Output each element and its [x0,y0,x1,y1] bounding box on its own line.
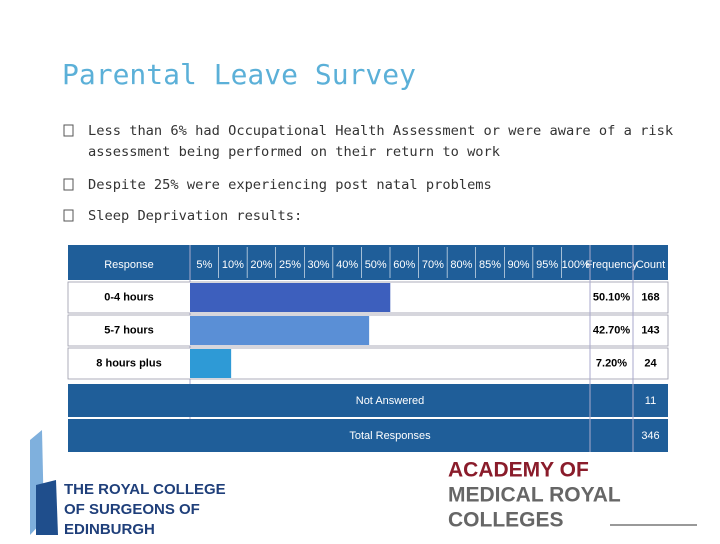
summary-row [68,419,668,452]
summary-label: Total Responses [349,430,431,442]
results-table: Response 5% 10% 20% 25% 30% 40% 50% 60% 70% 80% 85%… [67,245,669,452]
header-cell: 80% [450,259,472,271]
header-cell: 40% [336,259,358,271]
summary-row [68,384,668,417]
rcsed-logo: THE ROYAL COLLEGE OF SURGEONS OF EDINBUR… [30,430,226,538]
frequency-cell: 42.70% [593,324,631,336]
bar [190,349,232,378]
header-cell: 20% [250,259,272,271]
count-cell: 24 [644,357,657,369]
count-cell: 168 [641,291,659,303]
header-cell: Count [636,259,665,271]
frequency-cell: 7.20% [596,357,627,369]
row-label: 5-7 hours [104,324,154,336]
summary-count: 11 [645,395,656,407]
logo-text: EDINBURGH [64,521,155,538]
logo-text: COLLEGES [448,509,564,532]
bullet-text: Sleep Deprivation results: [88,208,302,224]
row-bg [67,347,669,380]
row-label: 0-4 hours [104,291,154,303]
summary-label: Not Answered [356,395,424,407]
logo-text: MEDICAL ROYAL [448,484,621,507]
header-cell: Frequency [586,259,638,271]
bullet-text: Despite 25% were experiencing post natal… [88,177,492,193]
header-row [68,245,668,280]
logo-shape [36,480,58,535]
bullet-icon [63,178,74,191]
logo-text: THE ROYAL COLLEGE [64,481,226,498]
header-cell: 30% [308,259,330,271]
header-cell: 85% [479,259,501,271]
logo-text: OF SURGEONS OF [64,501,200,518]
header-cell: 60% [393,259,415,271]
header-cell: 50% [365,259,387,271]
header-cell: 10% [222,259,244,271]
slide-title: Parental Leave Survey [62,58,416,91]
frequency-cell: 50.10% [593,291,631,303]
header-cell: 70% [422,259,444,271]
header-cell: 95% [536,259,558,271]
aomrc-logo: ACADEMY OF MEDICAL ROYAL COLLEGES [448,459,697,532]
header-cell: 5% [196,259,212,271]
header-cell: Response [104,259,154,271]
bar [190,283,391,312]
bar [190,316,370,345]
logo-text: ACADEMY OF [448,459,589,482]
bullet-text: Less than 6% had Occupational Health Ass… [88,123,674,139]
bullet-icon [63,124,74,137]
row-label: 8 hours plus [96,357,161,369]
count-cell: 143 [641,324,659,336]
header-cell: 90% [508,259,530,271]
bullet-text: assessment being performed on their retu… [88,144,501,160]
summary-count: 346 [641,430,659,442]
header-cell: 25% [279,259,301,271]
header-cell: 100% [562,259,590,271]
bullet-icon [63,209,74,222]
